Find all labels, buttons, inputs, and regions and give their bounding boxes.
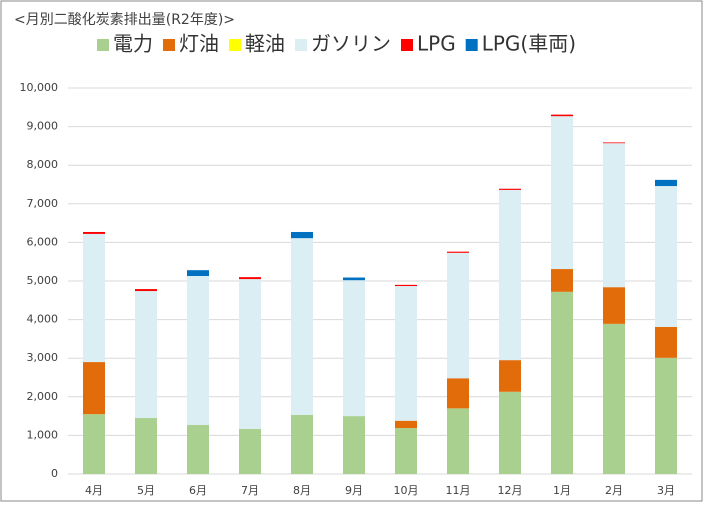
y-tick-label: 2,000	[27, 390, 59, 403]
bar-segment	[551, 116, 573, 270]
y-tick-label: 10,000	[20, 81, 59, 94]
legend-swatch	[401, 39, 413, 51]
bar-segment	[447, 378, 469, 409]
legend-label: LPG(車両)	[482, 32, 576, 56]
x-tick-label: 11月	[446, 484, 471, 497]
bar-segment	[187, 424, 209, 474]
bar-segment	[603, 143, 625, 288]
y-tick-label: 8,000	[27, 158, 59, 171]
legend-label: 電力	[113, 32, 153, 56]
y-tick-label: 7,000	[27, 197, 59, 210]
legend-label: LPG	[417, 32, 456, 56]
legend-label: ガソリン	[311, 32, 391, 56]
bar-segment	[551, 114, 573, 117]
y-tick-label: 5,000	[27, 274, 59, 287]
bar-segment	[291, 238, 313, 415]
x-tick-label: 9月	[345, 484, 363, 497]
bar-segment	[499, 360, 521, 392]
x-tick-label: 8月	[293, 484, 311, 497]
bar-segment	[83, 233, 105, 363]
legend-swatch	[97, 39, 109, 51]
y-tick-label: 3,000	[27, 351, 59, 364]
bar-segment	[135, 291, 157, 419]
bar-segment	[395, 284, 417, 287]
x-tick-label: 3月	[657, 484, 675, 497]
legend-swatch	[229, 39, 241, 51]
bar-segment	[447, 408, 469, 474]
x-tick-label: 6月	[189, 484, 207, 497]
bar-segment	[239, 428, 261, 474]
bar-segment	[499, 391, 521, 474]
bar-segment	[83, 231, 105, 234]
bar-segment	[239, 279, 261, 429]
bar-segment	[603, 287, 625, 324]
legend-swatch	[465, 39, 478, 51]
bar-segment	[551, 291, 573, 474]
bar-segment	[187, 275, 209, 425]
y-tick-label: 1,000	[27, 428, 59, 441]
bar-segment	[499, 189, 521, 361]
bar-segment	[395, 420, 417, 429]
bar-segment	[551, 269, 573, 292]
x-tick-label: 10月	[394, 484, 419, 497]
bar-segment	[603, 142, 625, 144]
bar-segment	[135, 418, 157, 474]
legend-swatch	[295, 39, 307, 51]
bar-segment	[447, 251, 469, 253]
bar-segment	[291, 231, 313, 239]
bar-segment	[291, 414, 313, 474]
x-tick-label: 5月	[137, 484, 155, 497]
bar-segment	[83, 414, 105, 474]
legend-label: 灯油	[179, 32, 219, 56]
legend-swatch	[163, 39, 175, 51]
bar-segment	[343, 277, 365, 281]
y-tick-label: 0	[51, 467, 58, 480]
x-tick-label: 7月	[241, 484, 259, 497]
bar-segment	[447, 252, 469, 379]
bar-segment	[187, 270, 209, 276]
bar-segment	[655, 179, 677, 187]
x-tick-label: 12月	[498, 484, 523, 497]
bar-segment	[343, 280, 365, 417]
legend-label: 軽油	[245, 32, 285, 56]
bar-segment	[655, 186, 677, 327]
bar-segment	[395, 428, 417, 474]
x-tick-label: 1月	[553, 484, 571, 497]
x-tick-label: 4月	[85, 484, 103, 497]
y-tick-label: 9,000	[27, 120, 59, 133]
bar-segment	[499, 188, 521, 190]
x-tick-label: 2月	[605, 484, 623, 497]
bar-segment	[135, 289, 157, 292]
bar-segment	[239, 277, 261, 280]
bar-segment	[655, 357, 677, 474]
chart-title: <月別二酸化炭素排出量(R2年度)>	[14, 12, 235, 28]
bar-segment	[655, 326, 677, 358]
y-tick-label: 6,000	[27, 235, 59, 248]
bar-segment	[603, 323, 625, 474]
bar-segment	[343, 416, 365, 474]
bar-segment	[83, 362, 105, 415]
bar-segment	[395, 286, 417, 421]
y-tick-label: 4,000	[27, 313, 59, 326]
